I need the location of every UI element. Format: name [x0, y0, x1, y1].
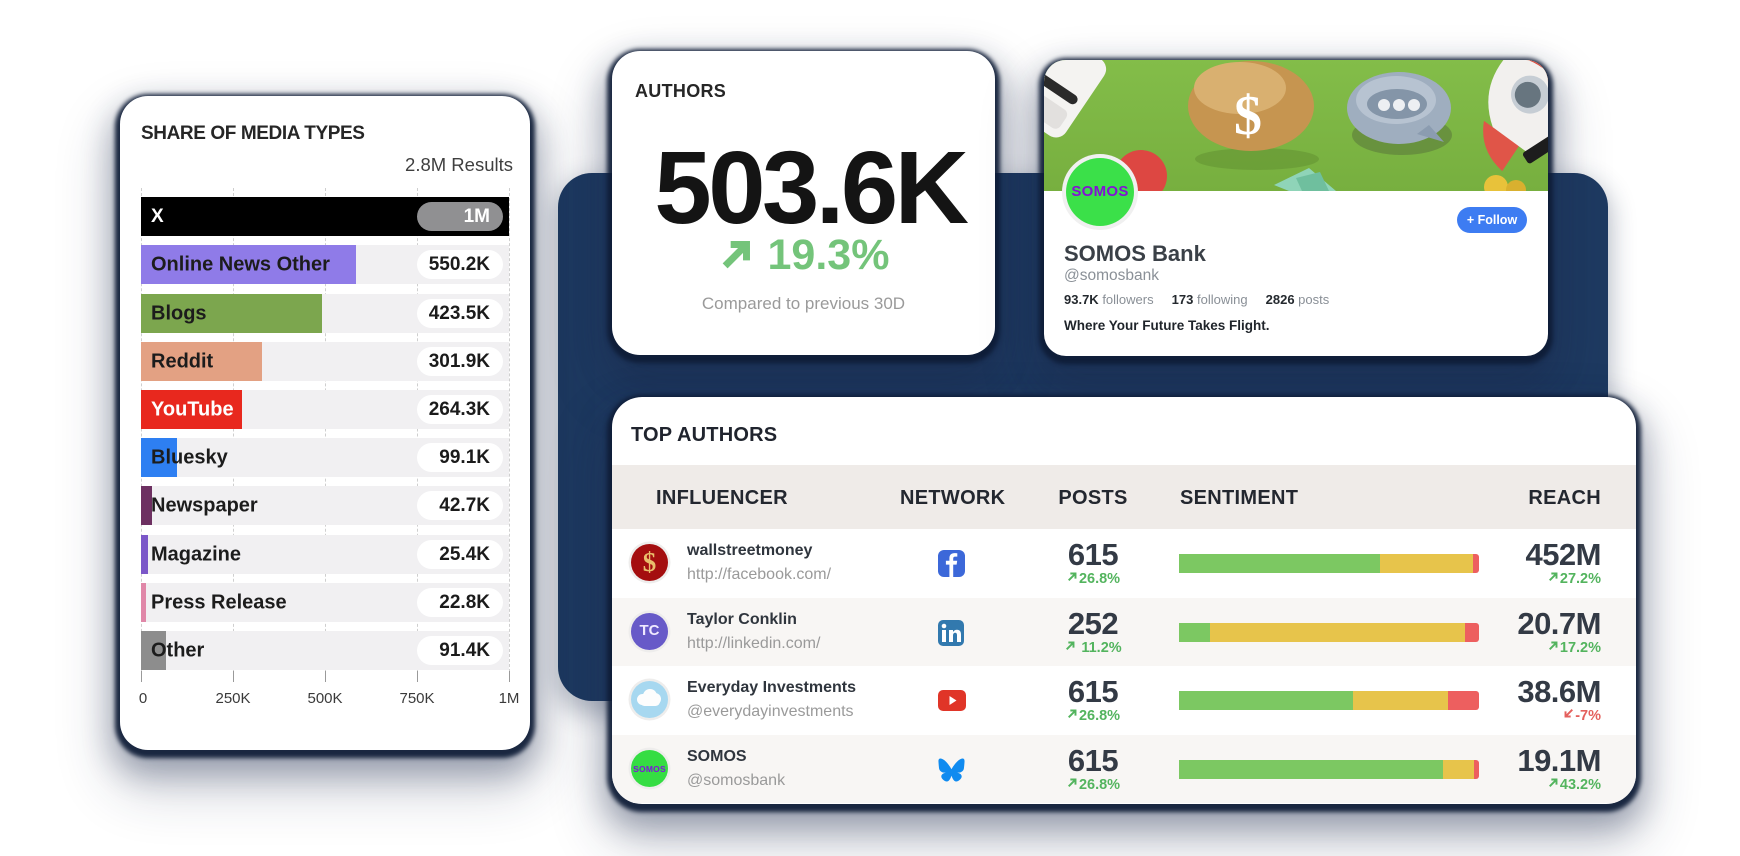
- svg-text:$: $: [1234, 85, 1262, 147]
